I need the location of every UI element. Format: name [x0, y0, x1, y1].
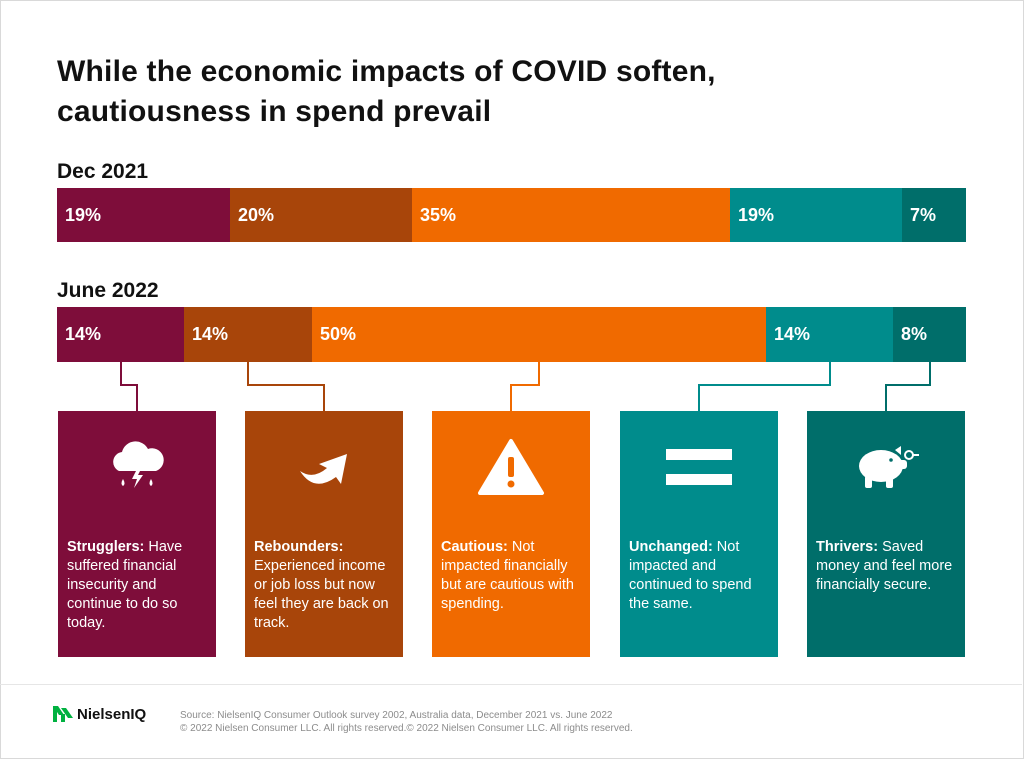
connector-cautious [510, 362, 540, 411]
logo-text: NielsenIQ [77, 705, 147, 723]
bar-segment-rebounders: 14% [184, 307, 312, 362]
card-cautious: Cautious: Not impacted financially but a… [432, 411, 590, 657]
connector-unchanged [698, 362, 831, 411]
source-footnote: Source: NielsenIQ Consumer Outlook surve… [180, 709, 633, 735]
connector-thrivers [885, 362, 931, 411]
term-unchanged: Unchanged: [629, 539, 713, 555]
connector-lines [120, 362, 931, 411]
card-thrivers-text: Thrivers: Saved money and feel more fina… [816, 538, 958, 595]
rebound-arrow-icon [245, 411, 403, 523]
stacked-bar-june-2022: 14% 14% 50% 14% 8% [57, 307, 966, 362]
nielseniq-logo: NielsenIQ [52, 704, 146, 724]
data-label-rebounders: 14% [192, 324, 229, 344]
bar-segment-cautious: 35% [412, 188, 730, 242]
term-strugglers: Strugglers: [67, 539, 145, 555]
card-thrivers: Thrivers: Saved money and feel more fina… [807, 411, 965, 657]
card-rebounders-text: Rebounders: Experienced income or job lo… [254, 538, 396, 633]
bar-segment-rebounders: 20% [230, 188, 412, 242]
bar-segment-thrivers: 8% [893, 307, 966, 362]
bar-segment-strugglers: 19% [57, 188, 230, 242]
card-cautious-text: Cautious: Not impacted financially but a… [441, 538, 583, 614]
footer-divider [0, 684, 1022, 685]
footnote-source: Source: NielsenIQ Consumer Outlook surve… [180, 710, 613, 721]
data-label-thrivers: 8% [901, 324, 928, 344]
connector-strugglers [120, 362, 138, 411]
warning-icon [432, 411, 590, 523]
bar-segment-unchanged: 19% [730, 188, 902, 242]
title-line-2: cautiousness in spend prevail [57, 95, 492, 128]
period-label-dec-2021: Dec 2021 [57, 160, 149, 183]
bar-segment-strugglers: 14% [57, 307, 184, 362]
nielseniq-logo-mark-icon [53, 706, 73, 722]
term-rebounders: Rebounders: [254, 539, 344, 555]
desc-unchanged: Not impacted and continued to spend the … [629, 539, 752, 612]
card-strugglers: Strugglers: Have suffered financial inse… [58, 411, 216, 657]
card-rebounders: Rebounders: Experienced income or job lo… [245, 411, 403, 657]
data-label-thrivers: 7% [910, 204, 937, 225]
data-label-unchanged: 14% [774, 324, 811, 344]
footnote-copyright: © 2022 Nielsen Consumer LLC. All rights … [180, 723, 633, 734]
desc-strugglers: Have suffered financial insecurity and c… [67, 539, 183, 631]
bar-segment-unchanged: 14% [766, 307, 893, 362]
bar-segment-thrivers: 7% [902, 188, 966, 242]
piggy-bank-icon [807, 411, 965, 523]
equals-icon [620, 411, 778, 523]
storm-cloud-icon [58, 411, 216, 523]
title-line-1: While the economic impacts of COVID soft… [57, 55, 716, 88]
card-unchanged: Unchanged: Not impacted and continued to… [620, 411, 778, 657]
data-label-rebounders: 20% [238, 204, 275, 225]
term-cautious: Cautious: [441, 539, 508, 555]
data-label-unchanged: 19% [738, 204, 775, 225]
data-label-strugglers: 14% [65, 324, 102, 344]
stacked-bar-dec-2021: 19% 20% 35% 19% 7% [57, 188, 966, 242]
chart-title: While the economic impacts of COVID soft… [57, 52, 957, 132]
period-label-june-2022: June 2022 [57, 279, 159, 302]
bar-segment-cautious: 50% [312, 307, 766, 362]
card-strugglers-text: Strugglers: Have suffered financial inse… [67, 538, 209, 633]
term-thrivers: Thrivers: [816, 539, 879, 555]
data-label-cautious: 50% [320, 324, 357, 344]
connector-rebounders [247, 362, 325, 411]
desc-cautious: Not impacted financially but are cautiou… [441, 539, 574, 612]
desc-thrivers: Saved money and feel more financially se… [816, 539, 953, 593]
data-label-cautious: 35% [420, 204, 457, 225]
desc-rebounders: Experienced income or job loss but now f… [254, 558, 389, 631]
data-label-strugglers: 19% [65, 204, 102, 225]
card-unchanged-text: Unchanged: Not impacted and continued to… [629, 538, 771, 614]
